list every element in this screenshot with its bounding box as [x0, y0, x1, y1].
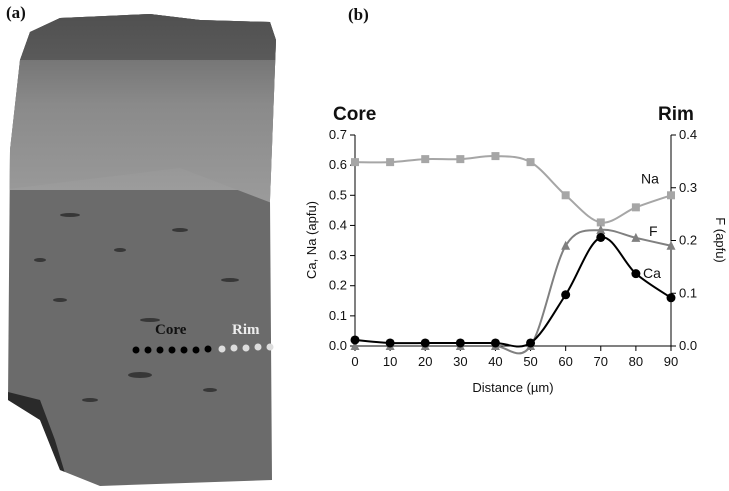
y-axis-label: Ca, Na (apfu)	[304, 201, 319, 279]
right-title: Rim	[658, 104, 694, 125]
marker	[666, 293, 676, 303]
chart: (b) Core Rim Distance (µm) Ca, Na (apfu)…	[304, 5, 728, 395]
marker	[386, 158, 395, 167]
x-tick-label: 50	[523, 354, 537, 369]
y-tick-label: 0.4	[329, 217, 347, 232]
y-tick-label: 0.6	[329, 157, 347, 172]
y-tick-label: 0.5	[329, 187, 347, 202]
y2-tick-label: 0.0	[679, 338, 697, 353]
series-line	[354, 236, 672, 348]
x-tick-label: 30	[453, 354, 467, 369]
marker	[350, 335, 360, 345]
marker	[596, 218, 605, 227]
marker	[490, 338, 500, 348]
marker	[491, 152, 500, 161]
y2-tick-label: 0.1	[679, 285, 697, 300]
core-label: Core	[155, 322, 187, 338]
series-line	[355, 228, 672, 355]
marker	[561, 191, 570, 200]
marker	[631, 232, 641, 242]
marker	[667, 191, 675, 200]
y-tick-label: 0.7	[329, 127, 347, 142]
photo: (a) Core Rim	[6, 3, 276, 486]
marker	[420, 338, 430, 348]
y-tick-label: 0.0	[329, 338, 347, 353]
series-label: Na	[641, 170, 659, 186]
marker	[351, 158, 359, 167]
marker	[421, 155, 430, 164]
y-tick-label: 0.3	[329, 248, 347, 263]
marker	[350, 341, 360, 350]
marker	[561, 240, 571, 250]
x-axis-label: Distance (µm)	[472, 380, 553, 395]
marker	[526, 158, 535, 167]
panel-label: (a)	[6, 3, 26, 22]
y2-tick-label: 0.3	[679, 180, 697, 195]
marker	[526, 338, 536, 348]
series-label: Ca	[643, 265, 661, 281]
marker	[456, 155, 465, 164]
x-tick-label: 10	[383, 354, 397, 369]
panel-label: (b)	[348, 5, 369, 24]
x-tick-label: 90	[664, 354, 678, 369]
marker	[385, 338, 395, 348]
marker	[631, 269, 641, 279]
x-tick-label: 80	[629, 354, 643, 369]
x-tick-label: 40	[488, 354, 502, 369]
left-title: Core	[333, 104, 376, 125]
x-tick-label: 20	[418, 354, 432, 369]
y2-tick-label: 0.2	[679, 233, 697, 248]
x-tick-label: 70	[594, 354, 608, 369]
y2-tick-label: 0.4	[679, 127, 697, 142]
series-label: F	[649, 223, 658, 239]
x-tick-label: 60	[558, 354, 572, 369]
marker	[666, 240, 676, 250]
y-tick-label: 0.2	[329, 278, 347, 293]
marker	[631, 203, 640, 212]
series-line	[354, 155, 672, 224]
y2-axis-label: F (apfu)	[713, 217, 728, 263]
marker	[596, 224, 606, 234]
marker	[561, 290, 571, 300]
y-tick-label: 0.1	[329, 308, 347, 323]
x-tick-label: 0	[351, 354, 358, 369]
marker	[455, 338, 465, 348]
rim-label: Rim	[232, 322, 260, 338]
marker	[596, 232, 606, 242]
